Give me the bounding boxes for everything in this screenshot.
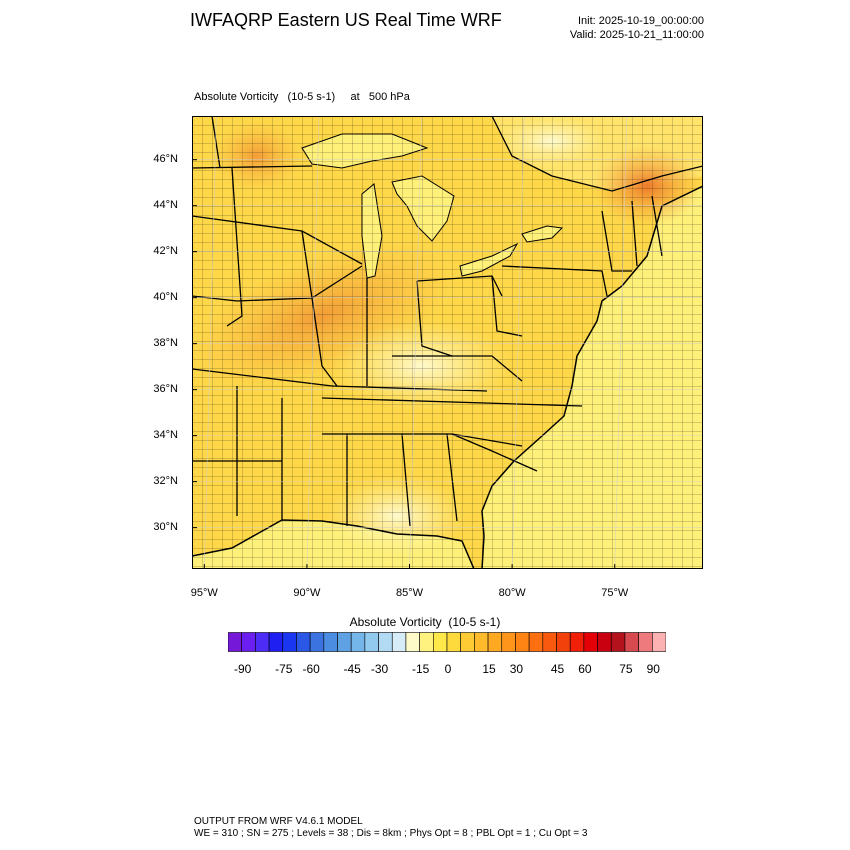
colorbar-swatch [433,632,448,652]
model-footer: OUTPUT FROM WRF V4.6.1 MODEL WE = 310 ; … [194,816,587,840]
colorbar-swatch [652,632,666,652]
vorticity-map [192,116,703,569]
colorbar-swatch [282,632,297,652]
graticule-lon-line [306,116,320,569]
lat-label: 40°N [153,290,178,303]
colorbar-swatch [323,632,338,652]
colorbar-swatch [569,632,585,652]
coastline [481,185,703,569]
colorbar-swatch [528,632,544,652]
field-label: Absolute Vorticity (10-5 s-1) at 500 hPa [194,91,410,103]
colorbar-swatch [419,632,434,652]
colorbar-tick-label: -90 [234,662,252,676]
colorbar-swatch [542,632,557,652]
county-grid [192,116,703,569]
colorbar-tick-label: 90 [646,662,660,676]
colorbar-swatch [378,632,393,652]
canada-border [491,116,703,192]
chart-title: IWFAQRP Eastern US Real Time WRF [190,10,502,30]
graticule-lon-line [204,116,217,569]
lat-label: 46°N [153,152,178,165]
colorbar-swatch [337,632,352,652]
valid-time: Valid: 2025-10-21_11:00:00 [569,29,704,41]
colorbar-swatch [350,632,366,652]
colorbar-swatch [364,632,379,652]
colorbar-swatch [241,632,256,652]
footer-line-2: WE = 310 ; SN = 275 ; Levels = 38 ; Dis … [194,828,588,839]
init-time: Init: 2025-10-19_00:00:00 [578,15,704,27]
colorbar-swatch [638,632,653,652]
colorbar-swatch [487,632,503,652]
lat-label: 32°N [153,474,178,487]
colorbar-tick-label: -60 [302,662,320,676]
colorbar-swatch [405,632,420,652]
graticule-lon-line [614,116,628,569]
gulf-coast [192,519,475,569]
colorbar-tick-label: 75 [619,662,633,676]
colorbar-swatch [255,632,270,652]
lat-label: 44°N [153,198,178,211]
colorbar-tick-label: 45 [550,662,565,676]
graticule-lon-line [409,116,422,569]
colorbar-title: Absolute Vorticity (10-5 s-1) [349,615,501,629]
lon-label: 95°W [190,587,218,599]
colorbar-tick-label: -75 [275,662,293,676]
colorbar-swatch [296,632,311,652]
lon-label: 75°W [601,587,629,599]
lat-label: 42°N [153,244,178,257]
colorbar [228,632,666,652]
colorbar-swatch [515,632,530,652]
colorbar-swatch [556,632,571,652]
colorbar-tick-label: 30 [509,662,524,676]
state-boundaries [192,116,663,527]
colorbar-swatch [446,632,461,652]
lon-label: 85°W [396,587,424,599]
colorbar-swatch [501,632,516,652]
lon-label: 90°W [293,587,321,599]
colorbar-swatch [610,632,626,652]
colorbar-swatch [474,632,489,652]
colorbar-swatch [460,632,475,652]
lat-label: 38°N [153,336,178,349]
axis-ticks [192,159,616,569]
colorbar-swatch [228,632,242,652]
colorbar-swatch [309,632,325,652]
colorbar-swatch [583,632,598,652]
lon-label: 80°W [498,587,526,599]
graticule [192,116,703,569]
lat-label: 36°N [153,382,178,395]
colorbar-swatch [391,632,407,652]
footer-line-1: OUTPUT FROM WRF V4.6.1 MODEL [194,816,363,827]
colorbar-tick-label: 0 [444,662,452,676]
lat-label: 34°N [153,428,178,441]
colorbar-swatch [624,632,639,652]
colorbar-swatch [597,632,612,652]
colorbar-tick-label: 60 [578,662,592,676]
colorbar-swatch [268,632,284,652]
time-info: Init: 2025-10-19_00:00:00 Valid: 2025-10… [570,14,704,42]
colorbar-tick-label: -45 [343,662,361,676]
colorbar-tick-label: 15 [482,662,496,676]
lat-label: 30°N [153,520,178,533]
map-frame [192,116,703,569]
colorbar-tick-label: -30 [370,662,389,676]
graticule-lon-line [511,116,525,569]
colorbar-tick-label: -15 [411,662,430,676]
